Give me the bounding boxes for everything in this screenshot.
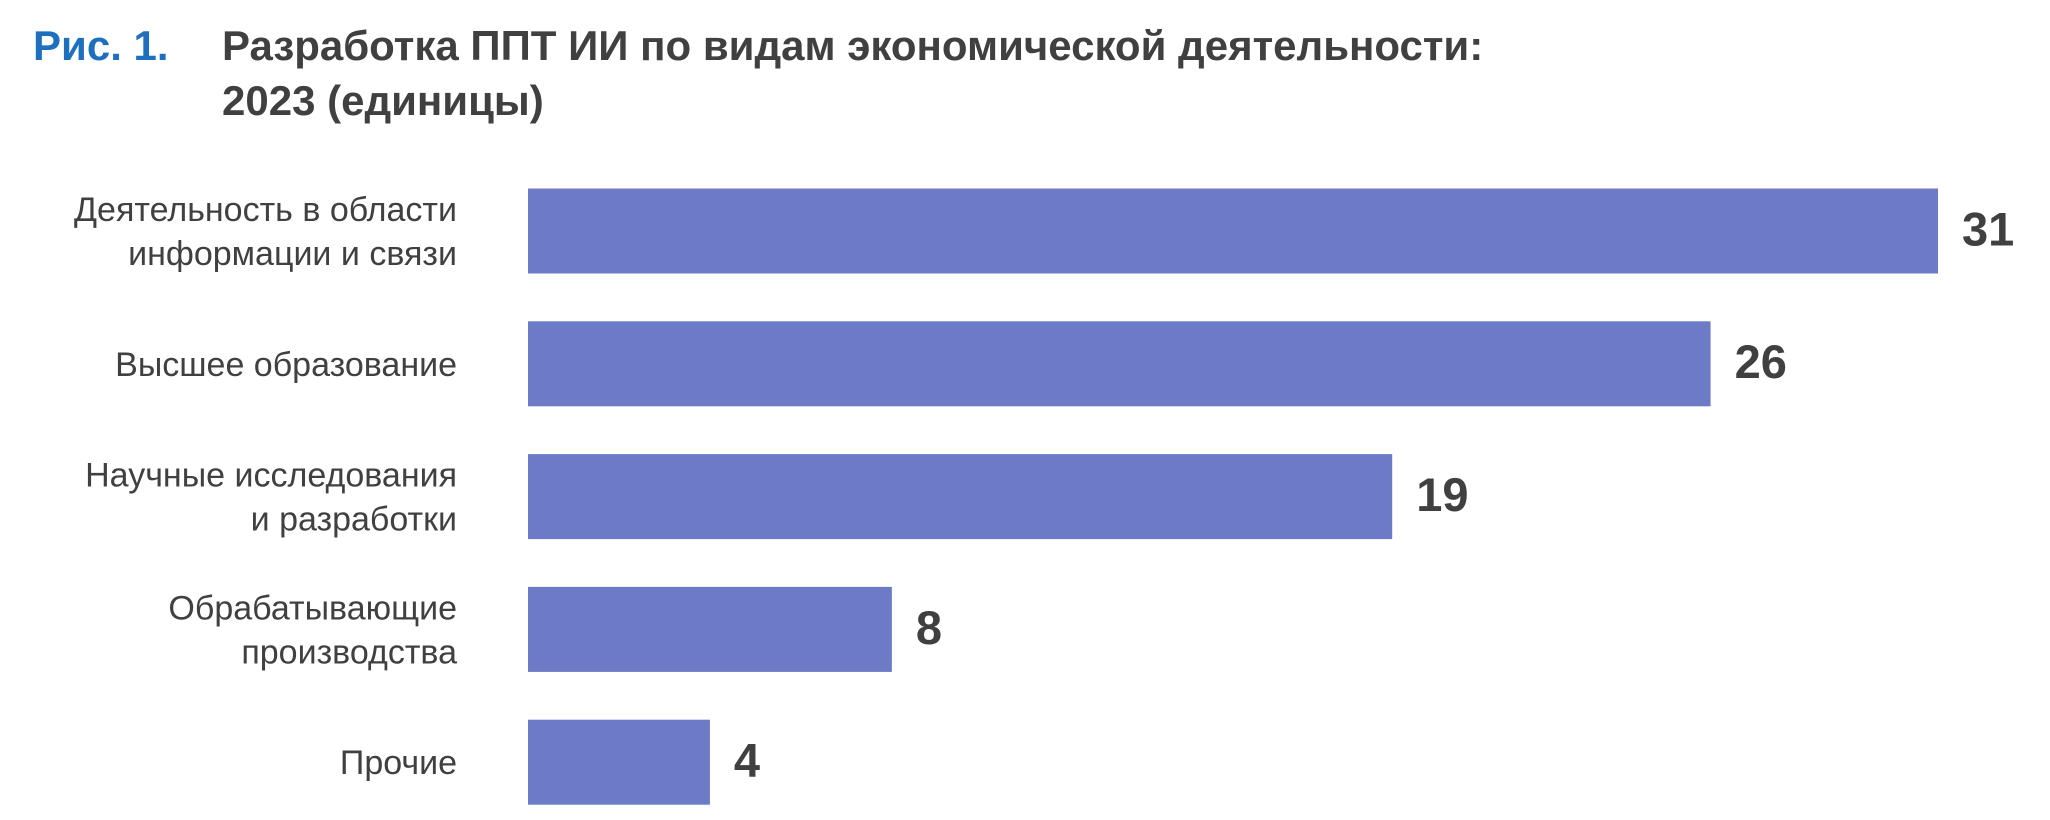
category-label: Обрабатывающие bbox=[168, 589, 457, 627]
chart-title: Разработка ППТ ИИ по видам экономической… bbox=[222, 22, 1483, 69]
bar bbox=[528, 586, 892, 672]
value-label: 19 bbox=[1416, 468, 1468, 521]
value-label: 26 bbox=[1735, 335, 1787, 388]
category-label: Прочие bbox=[340, 744, 457, 782]
value-label: 31 bbox=[1962, 202, 2014, 255]
category-label: и разработки bbox=[251, 501, 457, 539]
value-label: 8 bbox=[916, 601, 942, 654]
category-label: Научные исследования bbox=[85, 457, 457, 495]
chart-title: 2023 (единицы) bbox=[222, 77, 544, 124]
category-label: Высшее образование bbox=[115, 346, 457, 384]
bar bbox=[528, 454, 1393, 540]
category-label: Деятельность в области bbox=[74, 191, 457, 229]
bar bbox=[528, 188, 1938, 274]
value-label: 4 bbox=[734, 734, 760, 787]
figure-label: Рис. 1. bbox=[33, 22, 169, 69]
bar bbox=[528, 719, 710, 805]
bar bbox=[528, 321, 1711, 407]
category-label: информации и связи bbox=[128, 235, 457, 273]
category-label: производства bbox=[241, 633, 457, 671]
